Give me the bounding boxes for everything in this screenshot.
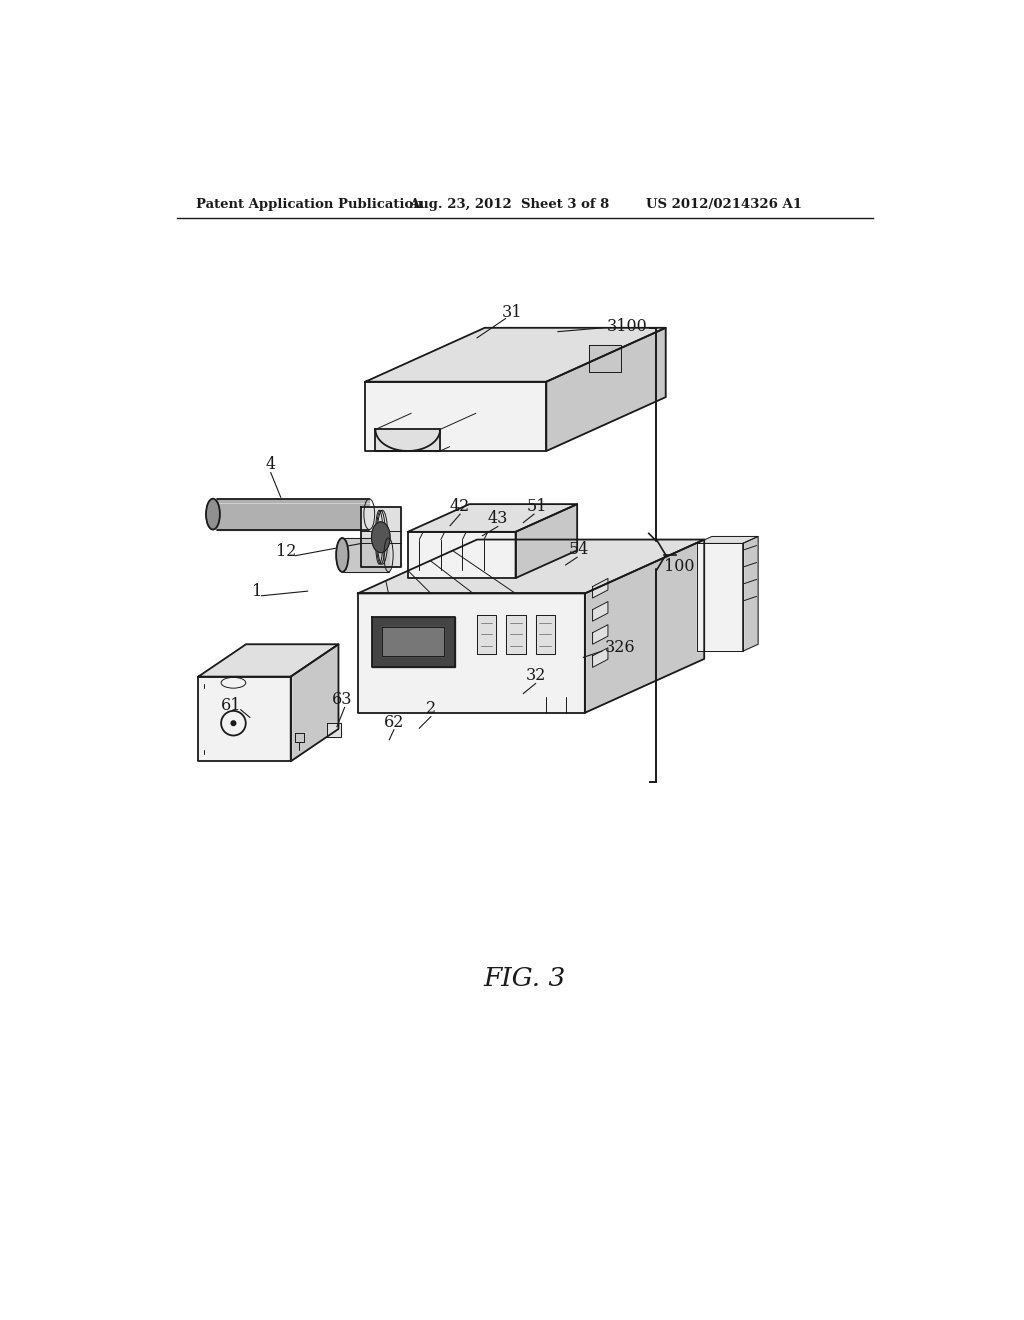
Text: Patent Application Publication: Patent Application Publication — [196, 198, 423, 211]
Polygon shape — [295, 733, 304, 742]
Polygon shape — [382, 627, 444, 656]
Polygon shape — [372, 616, 455, 667]
Polygon shape — [357, 540, 705, 594]
Polygon shape — [742, 536, 758, 651]
Polygon shape — [408, 504, 578, 532]
Text: 63: 63 — [332, 692, 352, 709]
Polygon shape — [199, 677, 291, 762]
Ellipse shape — [372, 521, 390, 553]
Text: 2: 2 — [426, 701, 436, 718]
Polygon shape — [585, 540, 705, 713]
Ellipse shape — [231, 721, 236, 726]
Text: FIG. 3: FIG. 3 — [483, 966, 566, 991]
Text: 43: 43 — [487, 511, 508, 527]
Polygon shape — [408, 532, 515, 578]
Text: 51: 51 — [527, 498, 548, 515]
Polygon shape — [536, 615, 555, 653]
Polygon shape — [547, 327, 666, 451]
Text: 100: 100 — [665, 558, 694, 576]
Text: Aug. 23, 2012  Sheet 3 of 8: Aug. 23, 2012 Sheet 3 of 8 — [410, 198, 609, 211]
Text: 3100: 3100 — [606, 318, 647, 335]
Polygon shape — [376, 429, 440, 451]
Text: 42: 42 — [450, 498, 470, 515]
Polygon shape — [342, 539, 388, 572]
Ellipse shape — [206, 499, 220, 529]
Text: 61: 61 — [221, 697, 242, 714]
Text: 12: 12 — [275, 543, 296, 560]
Polygon shape — [593, 602, 608, 622]
Text: 32: 32 — [525, 668, 546, 684]
Polygon shape — [593, 648, 608, 668]
Text: 1: 1 — [253, 582, 263, 599]
Polygon shape — [199, 644, 339, 677]
Text: US 2012/0214326 A1: US 2012/0214326 A1 — [646, 198, 803, 211]
Polygon shape — [291, 644, 339, 762]
Polygon shape — [593, 578, 608, 598]
Text: 4: 4 — [265, 457, 275, 474]
Polygon shape — [477, 615, 497, 653]
Text: 62: 62 — [384, 714, 404, 730]
Polygon shape — [366, 327, 666, 381]
Polygon shape — [696, 544, 742, 651]
Polygon shape — [327, 723, 341, 737]
Polygon shape — [593, 624, 608, 644]
Polygon shape — [506, 615, 525, 653]
Polygon shape — [696, 536, 758, 544]
Polygon shape — [589, 345, 621, 372]
Polygon shape — [515, 504, 578, 578]
Ellipse shape — [336, 539, 348, 572]
Text: 54: 54 — [568, 541, 589, 558]
Polygon shape — [357, 594, 585, 713]
Polygon shape — [217, 499, 370, 529]
Text: 31: 31 — [502, 304, 522, 321]
Text: 326: 326 — [605, 639, 636, 656]
Polygon shape — [360, 507, 400, 568]
Polygon shape — [366, 381, 547, 451]
